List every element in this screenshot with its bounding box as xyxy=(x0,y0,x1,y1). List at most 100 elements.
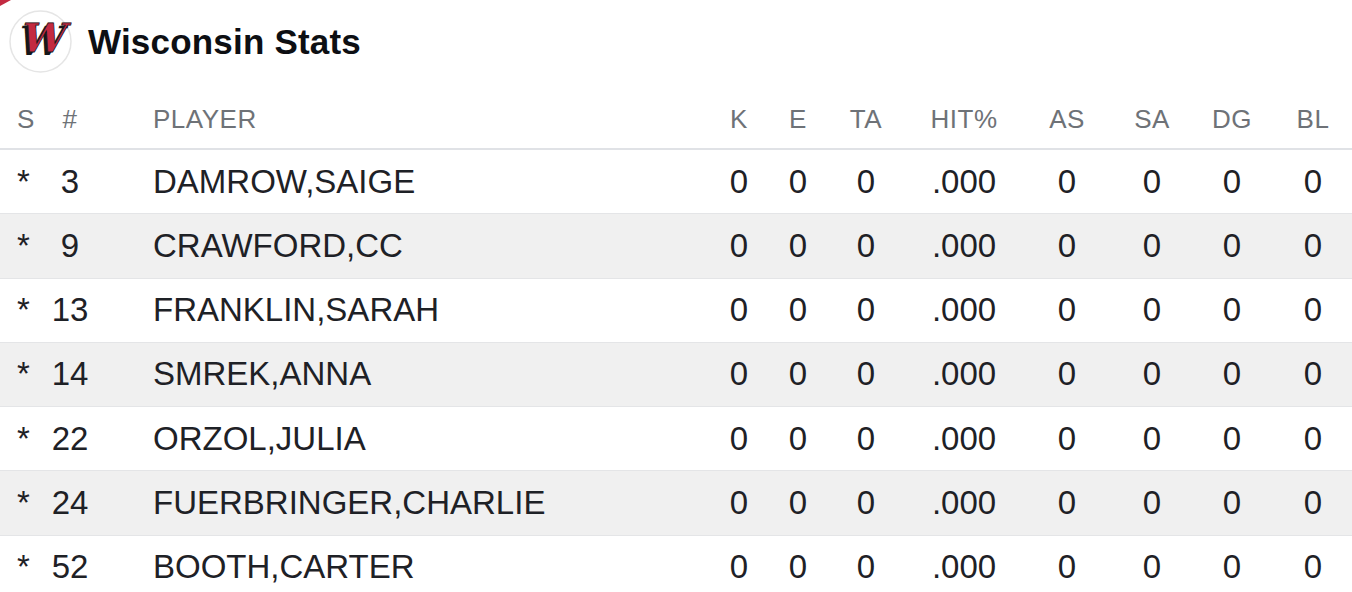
cell-as: 0 xyxy=(1020,291,1114,329)
cell-e: 0 xyxy=(772,163,824,201)
cell-k: 0 xyxy=(706,291,772,329)
cell-num: 14 xyxy=(46,355,94,393)
table-row: *24FUERBRINGER,CHARLIE000.0000000 xyxy=(0,470,1352,534)
cell-e: 0 xyxy=(772,420,824,458)
cell-num: 24 xyxy=(46,484,94,522)
cell-ta: 0 xyxy=(824,163,908,201)
cell-hit_pct: .000 xyxy=(908,291,1020,329)
cell-e: 0 xyxy=(772,484,824,522)
cell-bl: 0 xyxy=(1274,291,1352,329)
cell-dg: 0 xyxy=(1190,484,1274,522)
cell-dg: 0 xyxy=(1190,163,1274,201)
cell-s: * xyxy=(0,163,46,201)
cell-bl: 0 xyxy=(1274,420,1352,458)
stats-screen: W W Wisconsin Stats S#PLAYERKETAHIT%ASSA… xyxy=(0,0,1352,592)
cell-as: 0 xyxy=(1020,227,1114,265)
cell-as: 0 xyxy=(1020,548,1114,586)
table-row: *22ORZOL,JULIA000.0000000 xyxy=(0,406,1352,470)
cell-player: FRANKLIN,SARAH xyxy=(94,291,706,329)
column-header-as: AS xyxy=(1020,104,1114,135)
cell-num: 9 xyxy=(46,227,94,265)
cell-dg: 0 xyxy=(1190,355,1274,393)
cell-k: 0 xyxy=(706,227,772,265)
cell-player: CRAWFORD,CC xyxy=(94,227,706,265)
cell-s: * xyxy=(0,420,46,458)
cell-num: 3 xyxy=(46,163,94,201)
column-header-num: # xyxy=(46,104,94,135)
column-header-ta: TA xyxy=(824,104,908,135)
cell-as: 0 xyxy=(1020,163,1114,201)
cell-sa: 0 xyxy=(1114,420,1190,458)
column-header-sa: SA xyxy=(1114,104,1190,135)
cell-ta: 0 xyxy=(824,420,908,458)
table-row: *13FRANKLIN,SARAH000.0000000 xyxy=(0,278,1352,342)
cell-ta: 0 xyxy=(824,548,908,586)
cell-hit_pct: .000 xyxy=(908,163,1020,201)
cell-s: * xyxy=(0,484,46,522)
cell-k: 0 xyxy=(706,484,772,522)
cell-s: * xyxy=(0,548,46,586)
cell-dg: 0 xyxy=(1190,420,1274,458)
cell-s: * xyxy=(0,227,46,265)
cell-ta: 0 xyxy=(824,291,908,329)
table-row: *3DAMROW,SAIGE000.0000000 xyxy=(0,150,1352,213)
column-header-k: K xyxy=(706,104,772,135)
cell-sa: 0 xyxy=(1114,227,1190,265)
cell-num: 22 xyxy=(46,420,94,458)
cell-num: 52 xyxy=(46,548,94,586)
cell-bl: 0 xyxy=(1274,227,1352,265)
cell-player: SMREK,ANNA xyxy=(94,355,706,393)
cell-bl: 0 xyxy=(1274,355,1352,393)
cell-bl: 0 xyxy=(1274,484,1352,522)
cell-k: 0 xyxy=(706,420,772,458)
cell-as: 0 xyxy=(1020,420,1114,458)
cell-hit_pct: .000 xyxy=(908,420,1020,458)
cell-player: BOOTH,CARTER xyxy=(94,548,706,586)
column-header-player: PLAYER xyxy=(94,104,706,135)
wisconsin-logo: W W xyxy=(9,10,72,73)
cell-k: 0 xyxy=(706,355,772,393)
cell-s: * xyxy=(0,291,46,329)
app-header: W W Wisconsin Stats xyxy=(0,0,1352,90)
cell-dg: 0 xyxy=(1190,291,1274,329)
cell-ta: 0 xyxy=(824,484,908,522)
column-header-hit_pct: HIT% xyxy=(908,104,1020,135)
cell-dg: 0 xyxy=(1190,548,1274,586)
cell-e: 0 xyxy=(772,291,824,329)
column-header-e: E xyxy=(772,104,824,135)
table-header-row: S#PLAYERKETAHIT%ASSADGBL xyxy=(0,90,1352,150)
table-body[interactable]: *3DAMROW,SAIGE000.0000000*9CRAWFORD,CC00… xyxy=(0,150,1352,592)
table-row: *14SMREK,ANNA000.0000000 xyxy=(0,342,1352,406)
column-header-bl: BL xyxy=(1274,104,1352,135)
cell-sa: 0 xyxy=(1114,163,1190,201)
motion-w-icon: W W xyxy=(9,10,72,73)
cell-hit_pct: .000 xyxy=(908,355,1020,393)
cell-sa: 0 xyxy=(1114,548,1190,586)
cell-player: FUERBRINGER,CHARLIE xyxy=(94,484,706,522)
cell-player: DAMROW,SAIGE xyxy=(94,163,706,201)
cell-as: 0 xyxy=(1020,484,1114,522)
cell-ta: 0 xyxy=(824,355,908,393)
cell-dg: 0 xyxy=(1190,227,1274,265)
cell-num: 13 xyxy=(46,291,94,329)
cell-ta: 0 xyxy=(824,227,908,265)
cell-k: 0 xyxy=(706,163,772,201)
cell-bl: 0 xyxy=(1274,548,1352,586)
table-row: *9CRAWFORD,CC000.0000000 xyxy=(0,213,1352,277)
cell-hit_pct: .000 xyxy=(908,548,1020,586)
cell-e: 0 xyxy=(772,227,824,265)
column-header-s: S xyxy=(0,104,46,135)
cell-sa: 0 xyxy=(1114,355,1190,393)
cell-k: 0 xyxy=(706,548,772,586)
cell-hit_pct: .000 xyxy=(908,227,1020,265)
column-header-dg: DG xyxy=(1190,104,1274,135)
cell-as: 0 xyxy=(1020,355,1114,393)
page-title: Wisconsin Stats xyxy=(88,22,361,62)
cell-sa: 0 xyxy=(1114,484,1190,522)
cell-e: 0 xyxy=(772,548,824,586)
cell-sa: 0 xyxy=(1114,291,1190,329)
cell-s: * xyxy=(0,355,46,393)
cell-player: ORZOL,JULIA xyxy=(94,420,706,458)
table-row: *52BOOTH,CARTER000.0000000 xyxy=(0,535,1352,592)
cell-bl: 0 xyxy=(1274,163,1352,201)
